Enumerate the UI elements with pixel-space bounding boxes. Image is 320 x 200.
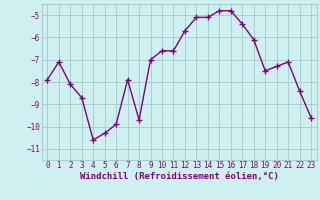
X-axis label: Windchill (Refroidissement éolien,°C): Windchill (Refroidissement éolien,°C) xyxy=(80,172,279,181)
